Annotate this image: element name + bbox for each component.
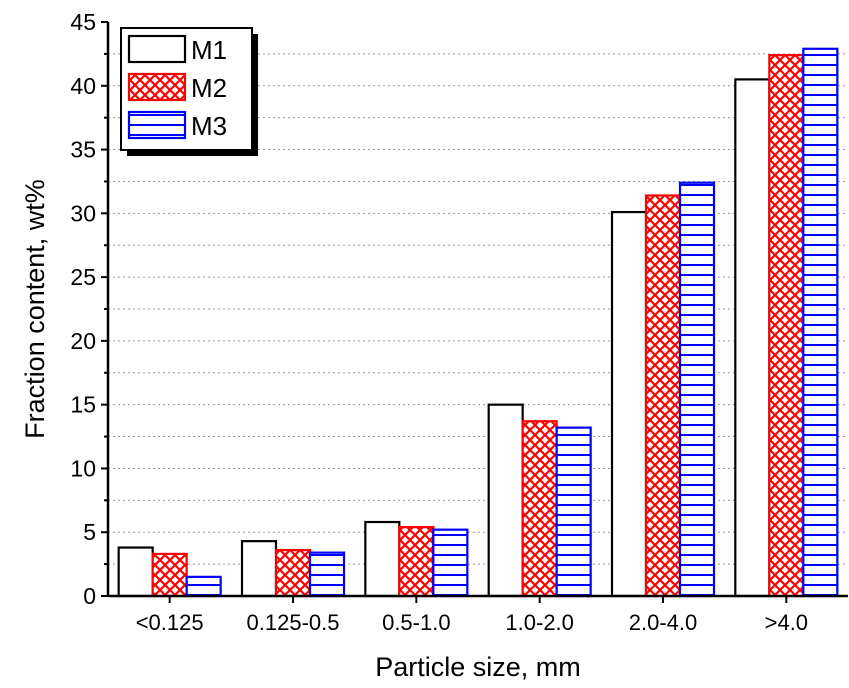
- y-tick-label: 0: [83, 583, 96, 609]
- y-tick-label: 45: [70, 9, 96, 35]
- y-axis-label: Fraction content, wt%: [20, 179, 50, 439]
- bar-m3-5: [802, 47, 839, 598]
- x-tick-label: 1.0-2.0: [505, 610, 574, 635]
- bar-m1-1: [240, 540, 278, 598]
- x-tick-label: 0.125-0.5: [247, 610, 340, 635]
- bar-m1-3: [487, 403, 524, 598]
- x-tick-label: 2.0-4.0: [629, 610, 698, 635]
- gridlines: [108, 53, 848, 565]
- bar-m3-1: [308, 551, 346, 598]
- bar-m2-1: [274, 548, 312, 598]
- legend-label-m2: M2: [191, 73, 227, 103]
- y-tick-label: 5: [83, 519, 96, 545]
- y-tick-label: 30: [70, 200, 96, 226]
- legend: M1 M2 M3: [120, 27, 258, 156]
- legend-swatch-m3: [127, 110, 187, 140]
- bar-m2-2: [398, 526, 435, 598]
- bar-m2-4: [644, 194, 682, 598]
- bar-m2-3: [521, 420, 558, 598]
- bar-m3-2: [432, 528, 469, 598]
- bar-m3-0: [185, 575, 222, 598]
- bar-m3-4: [678, 181, 716, 598]
- bar-m1-0: [117, 546, 154, 598]
- x-axis-label: Particle size, mm: [375, 652, 581, 682]
- y-tick-label: 15: [70, 392, 96, 418]
- y-tick-label: 10: [70, 455, 96, 481]
- y-tick-label: 40: [70, 73, 96, 99]
- bar-m3-3: [555, 426, 592, 598]
- y-tick-label: 35: [70, 137, 96, 163]
- legend-swatch-m1: [127, 34, 187, 64]
- legend-label-m3: M3: [191, 111, 227, 141]
- x-tick-label: <0.125: [136, 610, 204, 635]
- bar-m2-0: [151, 552, 188, 598]
- axes: 0 5 10 15 20 25 30 35 40 45 <0.125 0.125-0.5 0.5-1.0…: [70, 9, 848, 635]
- legend-label-m1: M1: [191, 35, 227, 65]
- y-tick-label: 20: [70, 328, 96, 354]
- bar-m1-5: [734, 78, 771, 598]
- y-tick-label: 25: [70, 264, 96, 290]
- bar-m1-2: [364, 520, 401, 598]
- x-tick-label: >4.0: [765, 610, 808, 635]
- x-tick-label: 0.5-1.0: [382, 610, 451, 635]
- bar-m2-5: [768, 54, 805, 598]
- legend-swatch-m2: [127, 72, 187, 102]
- bar-m1-4: [610, 210, 648, 598]
